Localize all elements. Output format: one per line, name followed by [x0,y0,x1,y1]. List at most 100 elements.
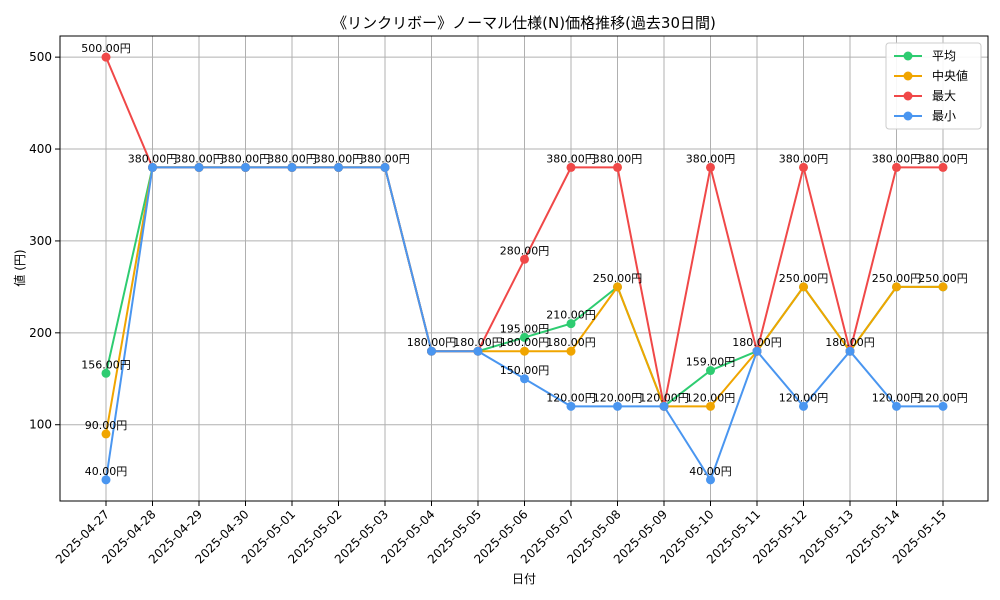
data-point [101,475,111,485]
data-labels: 156.00円90.00円500.00円40.00円380.00円380.00円… [81,42,968,478]
data-point [334,162,343,172]
data-point [892,162,901,172]
data-label: 380.00円 [593,152,643,165]
data-point [845,346,855,356]
data-point [194,162,204,172]
data-point [101,368,111,378]
series-group [101,52,948,485]
data-label: 380.00円 [686,152,736,165]
data-point [520,346,529,356]
legend-marker [903,91,913,101]
data-label: 120.00円 [779,391,829,404]
data-point [566,401,576,411]
data-label: 250.00円 [872,272,922,285]
data-label: 120.00円 [686,391,736,404]
data-point [566,346,576,356]
data-point [520,374,529,384]
data-point [101,52,111,62]
legend-marker [903,51,913,61]
y-axis-ticks: 100 200 300 400 500 [29,50,60,432]
legend-label: 平均 [932,49,956,63]
data-label: 156.00円 [81,358,131,371]
data-point [101,429,111,439]
data-point [520,332,529,342]
data-point [148,162,157,172]
data-point [566,162,576,172]
y-tick-label: 100 [29,418,52,432]
data-point [706,475,715,485]
data-point [287,162,297,172]
data-point [752,346,762,356]
data-label: 380.00円 [174,152,224,165]
y-tick-label: 500 [29,50,52,64]
y-axis-label: 値 (円) [12,249,27,286]
data-point [938,282,948,292]
data-point [613,401,622,411]
data-label: 40.00円 [85,465,128,478]
data-point [938,162,948,172]
data-point [892,282,901,292]
data-label: 380.00円 [267,152,317,165]
y-tick-label: 300 [29,234,52,248]
data-label: 500.00円 [81,42,131,55]
data-label: 380.00円 [314,152,364,165]
data-point [473,346,483,356]
data-label: 120.00円 [918,391,968,404]
data-label: 380.00円 [779,152,829,165]
data-point [706,162,715,172]
x-axis-ticks: 2025-04-272025-04-282025-04-292025-04-30… [53,501,949,566]
grid [60,36,988,501]
data-label: 180.00円 [407,336,457,349]
data-point [799,282,808,292]
data-label: 120.00円 [639,391,689,404]
data-label: 210.00円 [546,309,596,322]
data-label: 250.00円 [779,272,829,285]
x-axis-label: 日付 [512,572,536,586]
data-point [938,401,948,411]
data-point [799,162,808,172]
legend-label: 最小 [932,109,956,123]
data-point [380,162,390,172]
legend-marker [903,111,913,121]
data-label: 120.00円 [546,391,596,404]
data-label: 195.00円 [500,322,550,335]
data-point [520,254,529,264]
legend-box [885,42,982,130]
data-point [706,366,715,376]
data-point [659,401,669,411]
data-label: 380.00円 [546,152,596,165]
data-label: 250.00円 [918,272,968,285]
data-label: 380.00円 [872,152,922,165]
data-point [566,319,576,329]
data-label: 250.00円 [593,272,643,285]
data-label: 120.00円 [593,391,643,404]
legend-marker [903,71,913,81]
data-label: 180.00円 [500,336,550,349]
data-label: 90.00円 [85,419,128,432]
data-label: 380.00円 [128,152,178,165]
chart-title: 《リンクリボー》ノーマル仕様(N)価格推移(過去30日間) [332,14,716,32]
data-label: 180.00円 [825,336,875,349]
data-label: 380.00円 [918,152,968,165]
y-tick-label: 400 [29,142,52,156]
data-label: 159.00円 [686,356,736,369]
data-label: 180.00円 [546,336,596,349]
data-label: 150.00円 [500,364,550,377]
data-label: 380.00円 [360,152,410,165]
data-label: 280.00円 [500,244,550,257]
data-point [427,346,436,356]
data-point [892,401,901,411]
data-point [613,162,622,172]
data-point [799,401,808,411]
data-label: 40.00円 [689,465,732,478]
data-label: 120.00円 [872,391,922,404]
y-tick-label: 200 [29,326,52,340]
data-label: 180.00円 [453,336,503,349]
data-point [613,282,622,292]
data-label: 180.00円 [732,336,782,349]
legend-label: 最大 [932,89,956,103]
data-label: 380.00円 [221,152,271,165]
data-point [706,401,715,411]
